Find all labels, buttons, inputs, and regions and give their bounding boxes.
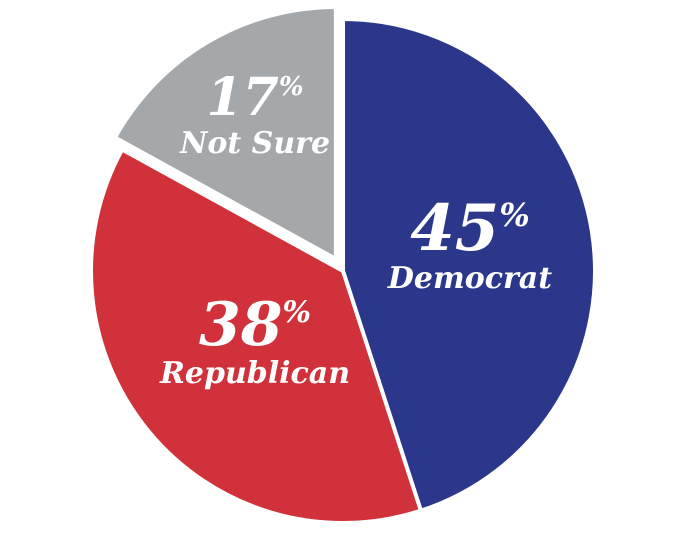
slice-percent-not-sure: 17%: [206, 67, 303, 128]
pie-labels: 45%Democrat 38%Republican 17%Not Sure: [159, 67, 552, 391]
pie-slices: [89, 4, 597, 525]
slice-percent-democrat: 45%: [410, 191, 529, 266]
slice-label-not-sure: Not Sure: [179, 126, 330, 161]
slice-percent-republican: 38%: [199, 290, 311, 360]
slice-label-democrat: Democrat: [387, 261, 552, 296]
pie-slice-republican: [89, 147, 423, 525]
pie-slice-democrat: [341, 17, 597, 513]
slice-label-republican: Republican: [159, 356, 350, 391]
pie-slice-not-sure: [113, 4, 338, 261]
